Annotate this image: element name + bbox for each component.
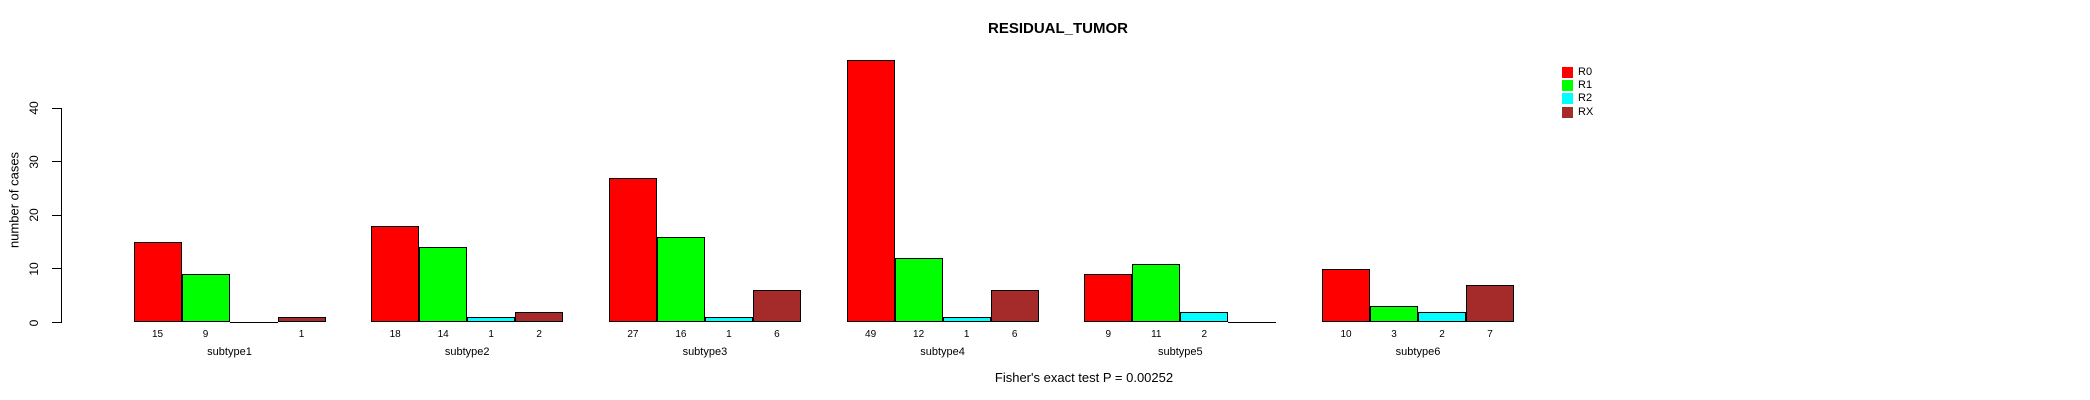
bar-value-label: 11 bbox=[1151, 329, 1162, 340]
legend-item-rx: RX bbox=[1562, 106, 1593, 118]
bar-rx-subtype3 bbox=[752, 290, 801, 323]
bar-r1-subtype4 bbox=[894, 258, 943, 323]
bar-value-label: 6 bbox=[774, 329, 780, 340]
bar-value-label: 1 bbox=[726, 329, 732, 340]
bar-value-label: 12 bbox=[913, 329, 925, 340]
bar-r0-subtype1 bbox=[133, 242, 182, 323]
bar-rx-subtype6 bbox=[1466, 284, 1514, 323]
category-label-subtype5: subtype5 bbox=[1157, 346, 1203, 358]
bar-value-label: 9 bbox=[202, 329, 209, 340]
bar-r0-subtype2 bbox=[371, 226, 420, 323]
legend-item-r0: R0 bbox=[1562, 66, 1592, 78]
fisher-test-annotation: Fisher's exact test P = 0.00252 bbox=[994, 370, 1174, 385]
legend-label: R2 bbox=[1578, 92, 1593, 105]
legend-swatch-rx bbox=[1562, 106, 1573, 118]
category-label-subtype4: subtype4 bbox=[920, 346, 965, 358]
bar-value-label: 16 bbox=[675, 329, 687, 340]
legend-label: RX bbox=[1578, 105, 1594, 118]
bar-r2-subtype2 bbox=[467, 317, 516, 323]
bar-r0-subtype4 bbox=[846, 59, 895, 323]
y-axis-tick bbox=[52, 161, 61, 163]
legend-label: R0 bbox=[1578, 65, 1593, 78]
bar-r2-subtype1-zero bbox=[229, 322, 278, 323]
legend-item-r1: R1 bbox=[1562, 79, 1592, 91]
bar-value-label: 7 bbox=[1487, 329, 1493, 340]
legend-item-r2: R2 bbox=[1562, 93, 1592, 105]
bar-r1-subtype1 bbox=[181, 274, 230, 323]
bar-r0-subtype3 bbox=[608, 177, 657, 323]
bar-rx-subtype2 bbox=[515, 311, 564, 323]
bar-value-label: 10 bbox=[1340, 329, 1352, 340]
y-axis-tick bbox=[52, 322, 61, 323]
bar-r2-subtype3 bbox=[704, 317, 753, 323]
bar-value-label: 49 bbox=[865, 329, 877, 340]
bar-value-label: 27 bbox=[627, 329, 639, 340]
bar-value-label: 2 bbox=[1201, 329, 1208, 340]
bar-rx-subtype4 bbox=[990, 290, 1039, 323]
bar-value-label: 2 bbox=[536, 329, 542, 340]
bar-value-label: 18 bbox=[389, 329, 401, 340]
y-axis-tick bbox=[52, 107, 61, 109]
bar-value-label: 9 bbox=[1105, 329, 1112, 340]
bar-r2-subtype4 bbox=[942, 317, 991, 323]
bar-r0-subtype5 bbox=[1084, 274, 1133, 323]
legend-swatch-r1 bbox=[1562, 79, 1573, 91]
bar-r0-subtype6 bbox=[1322, 268, 1370, 323]
bar-rx-subtype1 bbox=[277, 317, 326, 323]
bar-value-label: 1 bbox=[963, 329, 970, 340]
y-axis-line bbox=[61, 108, 62, 324]
legend-label: R1 bbox=[1578, 78, 1593, 91]
bar-value-label: 15 bbox=[151, 329, 164, 340]
category-label-subtype3: subtype3 bbox=[682, 346, 728, 358]
bar-r1-subtype3 bbox=[656, 236, 705, 323]
y-axis-tick-label: 0 bbox=[27, 319, 41, 326]
bar-r2-subtype5 bbox=[1180, 311, 1229, 323]
bar-value-label: 6 bbox=[1011, 329, 1018, 340]
y-axis-tick-label: 40 bbox=[27, 101, 41, 115]
bar-value-label: 14 bbox=[437, 329, 449, 340]
y-axis-label: number of cases bbox=[6, 151, 22, 249]
bar-value-label: 1 bbox=[488, 329, 494, 340]
bar-value-label: 1 bbox=[298, 329, 305, 340]
legend-swatch-r2 bbox=[1562, 93, 1573, 105]
category-label-subtype6: subtype6 bbox=[1395, 346, 1441, 358]
bar-value-label: 2 bbox=[1439, 329, 1445, 340]
y-axis-tick-label: 10 bbox=[27, 262, 41, 276]
y-axis-tick-label: 20 bbox=[27, 208, 41, 222]
bar-r1-subtype6 bbox=[1370, 306, 1418, 323]
chart-title: RESIDUAL_TUMOR bbox=[987, 20, 1129, 37]
bar-rx-subtype5-zero bbox=[1228, 322, 1277, 323]
bar-r1-subtype5 bbox=[1132, 263, 1181, 323]
y-axis-tick-label: 30 bbox=[27, 155, 41, 169]
legend-swatch-r0 bbox=[1562, 66, 1573, 78]
bar-r1-subtype2 bbox=[419, 247, 468, 323]
category-label-subtype1: subtype1 bbox=[207, 346, 252, 358]
y-axis-tick bbox=[52, 268, 61, 270]
y-axis-tick bbox=[52, 214, 61, 216]
bar-value-label: 3 bbox=[1391, 329, 1397, 340]
category-label-subtype2: subtype2 bbox=[444, 346, 490, 358]
bar-r2-subtype6 bbox=[1418, 311, 1466, 323]
